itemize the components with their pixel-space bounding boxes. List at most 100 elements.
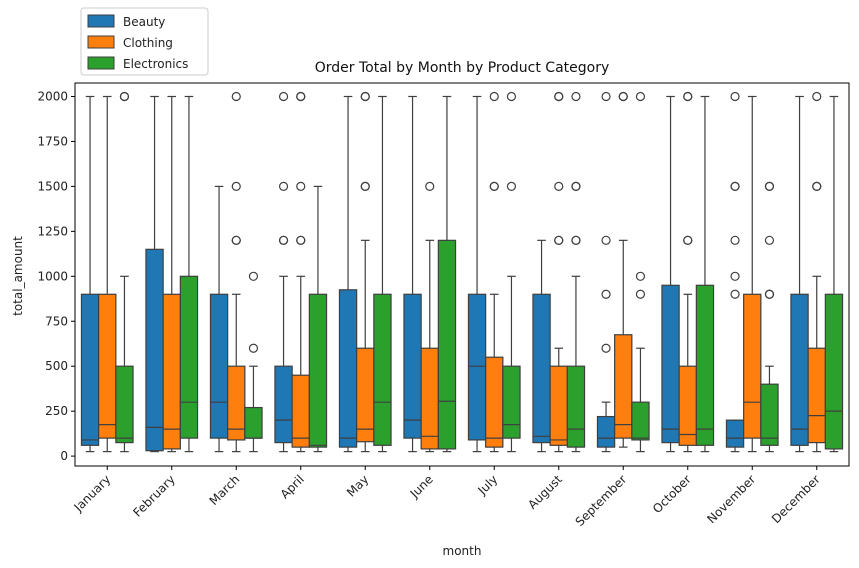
legend-swatch-electronics xyxy=(87,56,115,70)
outlier-point xyxy=(730,235,740,245)
outlier-point xyxy=(601,343,611,353)
outlier-point xyxy=(554,181,564,191)
box-body xyxy=(566,365,586,448)
box-beauty-april xyxy=(274,91,293,453)
x-tick-label-august: August xyxy=(525,472,565,512)
box-body xyxy=(725,419,745,448)
box-clothing-october xyxy=(678,91,697,453)
outlier-point xyxy=(618,91,628,102)
outlier-point xyxy=(278,235,289,245)
box-clothing-september xyxy=(614,91,633,448)
box-beauty-november xyxy=(725,91,745,453)
box-body xyxy=(145,248,164,452)
outlier-point xyxy=(278,91,289,102)
legend-label-beauty: Beauty xyxy=(123,15,165,29)
box-body xyxy=(532,293,551,444)
x-axis-label: month xyxy=(443,544,482,558)
box-body xyxy=(661,284,680,444)
outlier-point xyxy=(231,181,241,191)
box-body xyxy=(807,347,826,444)
box-beauty-december xyxy=(790,95,809,453)
box-clothing-may xyxy=(356,91,375,453)
outlier-point xyxy=(425,181,435,191)
box-clothing-march xyxy=(227,91,246,453)
outlier-point xyxy=(489,181,499,191)
outlier-point xyxy=(730,181,740,191)
box-body xyxy=(115,365,134,444)
box-body xyxy=(403,293,422,439)
outlier-point xyxy=(248,343,259,353)
x-tick-label-march: March xyxy=(207,472,243,508)
box-body xyxy=(227,365,246,441)
y-tick-label: 1500 xyxy=(37,179,68,193)
box-body xyxy=(760,383,779,446)
box-body xyxy=(98,293,117,439)
box-beauty-september xyxy=(596,91,616,453)
y-tick-label: 250 xyxy=(45,404,68,418)
x-axis: January February March April May June July Augu… xyxy=(71,466,823,529)
box-electronics-april xyxy=(308,185,328,453)
y-tick-label: 1750 xyxy=(37,134,68,148)
box-clothing-april xyxy=(291,91,310,453)
outlier-point xyxy=(278,181,289,191)
outlier-point xyxy=(730,271,740,281)
box-clothing-june xyxy=(420,181,439,453)
box-electronics-november xyxy=(760,181,779,453)
outlier-point xyxy=(296,235,306,245)
box-clothing-july xyxy=(485,91,504,453)
box-body xyxy=(678,365,697,446)
outlier-point xyxy=(730,91,740,102)
x-tick-label-february: February xyxy=(130,472,178,520)
outlier-point xyxy=(601,289,611,299)
x-tick-label-january: January xyxy=(71,472,114,515)
boxes-layer xyxy=(80,91,844,453)
box-body xyxy=(695,284,715,446)
outlier-point xyxy=(119,91,130,102)
box-body xyxy=(162,293,181,450)
box-clothing-december xyxy=(807,91,826,453)
x-tick-label-july: July xyxy=(474,472,500,498)
outlier-point xyxy=(571,91,581,102)
legend-label-clothing: Clothing xyxy=(123,36,173,50)
x-tick-label-june: June xyxy=(407,472,436,501)
box-clothing-november xyxy=(743,95,762,453)
outlier-point xyxy=(554,235,564,245)
y-axis-label: total_amount xyxy=(11,236,25,316)
box-body xyxy=(338,289,358,448)
box-beauty-may xyxy=(338,95,358,453)
box-body xyxy=(631,401,650,441)
box-clothing-august xyxy=(549,91,568,453)
outlier-point xyxy=(231,235,241,245)
box-electronics-january xyxy=(115,91,134,453)
box-electronics-july xyxy=(502,91,521,453)
outlier-point xyxy=(683,235,693,245)
legend: Beauty Clothing Electronics xyxy=(80,7,209,76)
y-tick-label: 0 xyxy=(60,449,68,463)
x-tick-label-december: December xyxy=(769,472,823,526)
box-body xyxy=(308,293,328,448)
box-beauty-july xyxy=(467,95,487,453)
y-tick-label: 1000 xyxy=(37,269,68,283)
outlier-point xyxy=(730,289,740,299)
box-beauty-october xyxy=(661,95,680,453)
outlier-point xyxy=(296,91,306,102)
outlier-point xyxy=(360,91,370,102)
outlier-point xyxy=(231,91,241,102)
outlier-point xyxy=(635,289,646,299)
outlier-point xyxy=(635,91,646,102)
box-body xyxy=(743,293,762,439)
box-body xyxy=(467,293,487,441)
outlier-point xyxy=(601,235,611,245)
outlier-point xyxy=(764,181,775,191)
chart-title: Order Total by Month by Product Category xyxy=(315,60,610,76)
box-electronics-december xyxy=(824,95,844,453)
box-body xyxy=(179,275,199,439)
box-body xyxy=(291,374,310,448)
box-body xyxy=(437,239,457,450)
box-body xyxy=(373,293,392,446)
box-body xyxy=(420,347,439,450)
box-electronics-march xyxy=(244,271,263,453)
y-tick-label: 1250 xyxy=(37,224,68,238)
outlier-point xyxy=(554,91,564,102)
